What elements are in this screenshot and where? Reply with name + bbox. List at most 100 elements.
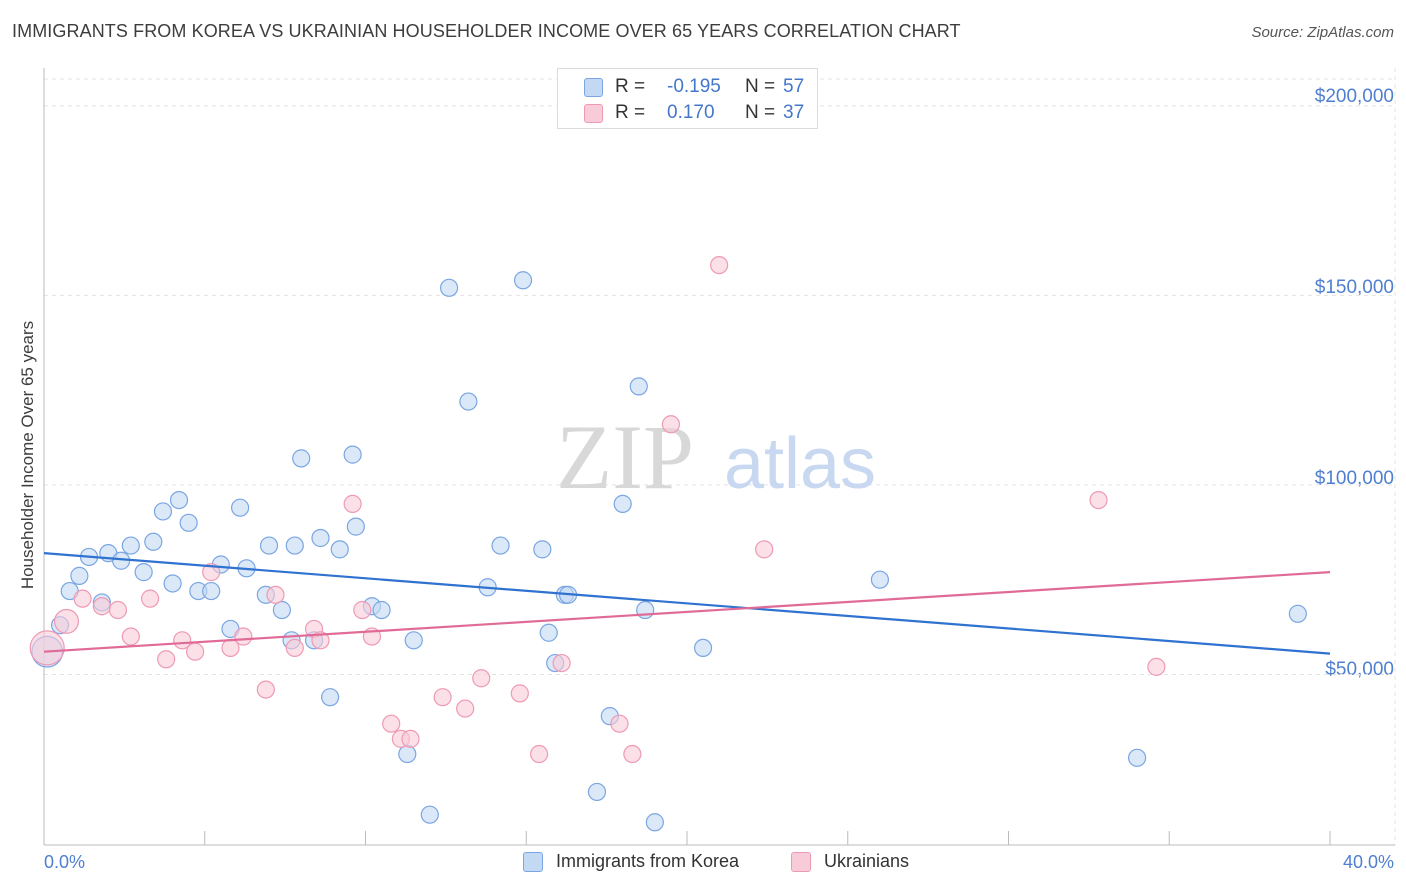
trend-line [43, 552, 1331, 655]
data-point [311, 631, 330, 650]
watermark: ZIP atlas [556, 406, 876, 508]
y-tick-label: $150,000 [1314, 277, 1394, 298]
correlation-legend: R = -0.195 N = 57 R = 0.170 N = 37 [557, 68, 818, 129]
data-point [346, 517, 365, 536]
data-point [533, 540, 552, 559]
trend-line [43, 571, 1331, 653]
data-point [92, 597, 111, 616]
data-point [202, 563, 221, 582]
legend-label-ukraine: Ukrainians [824, 851, 910, 871]
data-point [353, 600, 372, 620]
legend-row-ukraine: R = 0.170 N = 37 [584, 100, 804, 126]
data-point [439, 278, 459, 297]
data-point [629, 377, 648, 396]
data-point [202, 581, 221, 601]
data-point [513, 271, 533, 290]
data-point [613, 494, 632, 513]
n-value: 37 [783, 102, 805, 123]
data-point [491, 536, 510, 555]
r-label: R = [615, 102, 646, 123]
data-point [256, 680, 275, 699]
data-point [330, 540, 349, 559]
y-tick-label: $100,000 [1314, 468, 1394, 489]
data-point [186, 642, 205, 661]
trend-layer [43, 552, 1331, 655]
data-point [343, 494, 362, 513]
legend-item-ukraine: Ukrainians [791, 851, 909, 872]
legend-label-korea: Immigrants from Korea [556, 851, 740, 871]
x-tick-label: 0.0% [44, 852, 86, 872]
data-point [266, 585, 285, 604]
data-point [398, 744, 417, 764]
data-point [404, 631, 423, 650]
r-label: R = [615, 76, 646, 97]
legend-row-korea: R = -0.195 N = 57 [584, 74, 804, 100]
data-point [108, 600, 128, 620]
data-point [272, 600, 292, 620]
data-point [623, 744, 642, 764]
data-point [73, 589, 92, 608]
data-point [285, 638, 304, 658]
korea-swatch-icon [584, 77, 603, 97]
r-value: -0.195 [667, 76, 721, 97]
data-point [121, 536, 140, 555]
data-point [420, 805, 439, 824]
data-point [29, 630, 65, 666]
n-value: 57 [783, 76, 805, 97]
data-point [1127, 748, 1147, 767]
data-point [259, 536, 279, 555]
data-point [456, 699, 475, 718]
data-point [179, 513, 198, 532]
data-point [54, 608, 80, 634]
data-point [372, 600, 391, 620]
data-point [870, 570, 890, 589]
ukraine-swatch-icon [584, 103, 603, 123]
data-point [433, 688, 452, 707]
data-point [552, 653, 571, 673]
data-point [292, 449, 311, 468]
data-point [311, 528, 330, 548]
data-point [153, 502, 173, 521]
data-point [459, 392, 478, 411]
axis-layer [43, 68, 1395, 846]
legend-item-korea: Immigrants from Korea [523, 851, 739, 872]
data-point [169, 490, 189, 510]
data-point [70, 566, 89, 585]
r-value: 0.170 [667, 102, 715, 123]
n-label: N = [745, 76, 776, 97]
data-point [173, 631, 192, 650]
data-point [755, 540, 774, 559]
data-point [610, 714, 629, 733]
data-point [285, 536, 304, 555]
grid-layer [44, 68, 1396, 845]
source-label: Source: ZipAtlas.com [1251, 24, 1394, 41]
data-point [157, 650, 176, 669]
data-point [587, 782, 607, 802]
points-layer [29, 255, 1307, 832]
korea-swatch-icon [523, 851, 543, 872]
data-point [645, 813, 664, 832]
n-label: N = [745, 102, 776, 123]
x-tick-label: 40.0% [1342, 852, 1394, 872]
data-point [144, 532, 163, 551]
data-point [710, 255, 729, 275]
watermark-atlas: atlas [724, 424, 876, 504]
data-point [1089, 490, 1108, 510]
data-point [163, 574, 182, 593]
data-point [382, 714, 401, 733]
data-point [321, 688, 340, 707]
data-point [661, 415, 681, 434]
data-point [343, 445, 362, 464]
y-tick-label: $200,000 [1314, 86, 1394, 107]
data-point [530, 744, 549, 764]
data-point [510, 684, 529, 703]
data-point [121, 627, 140, 646]
data-point [1288, 604, 1307, 623]
ukraine-swatch-icon [791, 851, 811, 872]
data-point [140, 589, 160, 608]
data-point [231, 498, 250, 517]
data-point [234, 627, 253, 646]
data-point [693, 638, 713, 658]
data-point [401, 729, 420, 748]
